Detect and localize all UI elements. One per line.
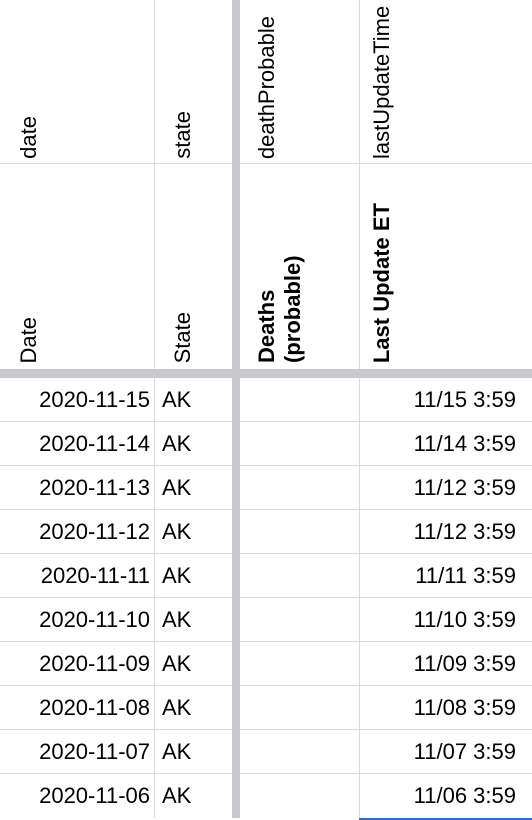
header-label: Date bbox=[16, 316, 41, 363]
state-cell[interactable]: AK bbox=[162, 475, 192, 500]
row-divider bbox=[0, 509, 532, 510]
header-label: Deaths (probable) bbox=[254, 255, 305, 363]
header-cell-state[interactable]: State bbox=[154, 163, 232, 369]
date-cell[interactable]: 2020-11-07 bbox=[39, 739, 150, 764]
row-divider bbox=[0, 729, 532, 730]
state-cell[interactable]: AK bbox=[162, 651, 192, 676]
row-divider bbox=[0, 773, 532, 774]
state-cell[interactable]: AK bbox=[162, 607, 192, 632]
data-rows: 2020-11-15 AK 11/15 3:59 2020-11-14 AK 1… bbox=[0, 378, 532, 818]
table-row[interactable]: 2020-11-15 AK 11/15 3:59 bbox=[0, 378, 532, 422]
date-cell[interactable]: 2020-11-09 bbox=[39, 651, 150, 676]
table-row[interactable]: 2020-11-12 AK 11/12 3:59 bbox=[0, 510, 532, 554]
last-update-cell[interactable]: 11/14 3:59 bbox=[413, 431, 516, 456]
last-update-cell[interactable]: 11/11 3:59 bbox=[415, 563, 516, 588]
state-cell[interactable]: AK bbox=[162, 519, 192, 544]
header-label: deathProbable bbox=[254, 15, 279, 159]
last-update-cell[interactable]: 11/06 3:59 bbox=[413, 783, 516, 808]
column-divider bbox=[359, 0, 360, 818]
row-divider bbox=[0, 597, 532, 598]
table-row[interactable]: 2020-11-10 AK 11/10 3:59 bbox=[0, 598, 532, 642]
header-cell-state-key[interactable]: state bbox=[154, 0, 232, 163]
header-cell-death-probable-key[interactable]: deathProbable bbox=[240, 0, 359, 163]
last-update-cell[interactable]: 11/08 3:59 bbox=[413, 695, 516, 720]
row-divider bbox=[0, 553, 532, 554]
frozen-row-bar[interactable] bbox=[0, 369, 532, 378]
last-update-cell[interactable]: 11/10 3:59 bbox=[413, 607, 516, 632]
last-update-cell[interactable]: 11/12 3:59 bbox=[413, 519, 516, 544]
table-row[interactable]: 2020-11-06 AK 11/06 3:59 bbox=[0, 774, 532, 818]
frozen-column-bar[interactable] bbox=[232, 0, 240, 818]
date-cell[interactable]: 2020-11-14 bbox=[39, 431, 150, 456]
header-label: State bbox=[170, 311, 195, 363]
row-divider bbox=[0, 685, 532, 686]
row-divider bbox=[0, 421, 532, 422]
date-cell[interactable]: 2020-11-11 bbox=[40, 563, 150, 588]
row-divider bbox=[0, 641, 532, 642]
date-cell[interactable]: 2020-11-10 bbox=[39, 607, 150, 632]
table-row[interactable]: 2020-11-07 AK 11/07 3:59 bbox=[0, 730, 532, 774]
date-cell[interactable]: 2020-11-08 bbox=[39, 695, 150, 720]
state-cell[interactable]: AK bbox=[162, 783, 192, 808]
state-cell[interactable]: AK bbox=[162, 387, 192, 412]
state-cell[interactable]: AK bbox=[162, 739, 192, 764]
header-label: date bbox=[16, 116, 41, 159]
header-cell-date-key[interactable]: date bbox=[0, 0, 154, 163]
header-label: Last Update ET bbox=[369, 202, 394, 363]
date-cell[interactable]: 2020-11-06 bbox=[39, 783, 150, 808]
table-row[interactable]: 2020-11-11 AK 11/11 3:59 bbox=[0, 554, 532, 598]
last-update-cell[interactable]: 11/15 3:59 bbox=[413, 387, 516, 412]
row-divider bbox=[0, 163, 532, 164]
row-divider bbox=[0, 465, 532, 466]
header-label: state bbox=[170, 111, 195, 159]
date-cell[interactable]: 2020-11-15 bbox=[39, 387, 150, 412]
date-cell[interactable]: 2020-11-13 bbox=[39, 475, 150, 500]
state-cell[interactable]: AK bbox=[162, 431, 192, 456]
state-cell[interactable]: AK bbox=[162, 695, 192, 720]
header-cell-last-update-time-key[interactable]: lastUpdateTime bbox=[359, 0, 532, 163]
last-update-cell[interactable]: 11/07 3:59 bbox=[413, 739, 516, 764]
header-cell-deaths-probable[interactable]: Deaths (probable) bbox=[240, 163, 359, 369]
header-cell-last-update-et[interactable]: Last Update ET bbox=[359, 163, 532, 369]
table-row[interactable]: 2020-11-14 AK 11/14 3:59 bbox=[0, 422, 532, 466]
column-divider bbox=[154, 0, 155, 818]
last-update-cell[interactable]: 11/09 3:59 bbox=[413, 651, 516, 676]
last-update-cell[interactable]: 11/12 3:59 bbox=[413, 475, 516, 500]
table-row[interactable]: 2020-11-09 AK 11/09 3:59 bbox=[0, 642, 532, 686]
table-row[interactable]: 2020-11-08 AK 11/08 3:59 bbox=[0, 686, 532, 730]
date-cell[interactable]: 2020-11-12 bbox=[39, 519, 150, 544]
header-cell-date[interactable]: Date bbox=[0, 163, 154, 369]
state-cell[interactable]: AK bbox=[162, 563, 192, 588]
table-row[interactable]: 2020-11-13 AK 11/12 3:59 bbox=[0, 466, 532, 510]
header-label: lastUpdateTime bbox=[369, 5, 394, 159]
